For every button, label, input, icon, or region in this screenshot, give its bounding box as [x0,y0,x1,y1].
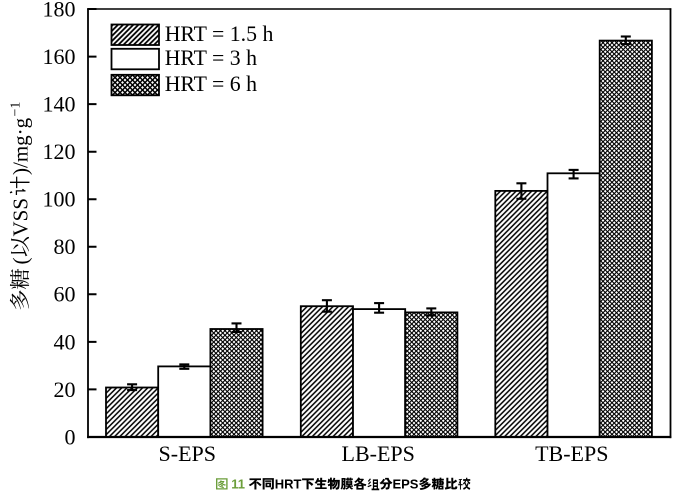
svg-text:40: 40 [54,329,76,354]
svg-text:140: 140 [43,92,76,117]
svg-text:100: 100 [43,187,76,212]
svg-text:)/mg·g: )/mg·g [9,117,33,175]
svg-text:HRT = 3 h: HRT = 3 h [165,46,257,70]
svg-text:HRT = 6 h: HRT = 6 h [165,72,257,96]
svg-text:80: 80 [54,234,76,259]
svg-text:−1: −1 [9,102,24,117]
svg-text:VSS: VSS [9,198,33,237]
svg-text:120: 120 [43,139,76,164]
svg-text:TB-EPS: TB-EPS [535,441,608,466]
svg-text:20: 20 [54,377,76,402]
svg-text:0: 0 [65,424,76,449]
svg-text:HRT: HRT [275,477,302,492]
svg-text:180: 180 [43,0,76,21]
svg-text:11: 11 [231,477,245,492]
svg-text:EPS: EPS [392,477,418,492]
svg-text:LB-EPS: LB-EPS [342,441,415,466]
svg-text:60: 60 [54,282,76,307]
svg-text:S-EPS: S-EPS [159,441,216,466]
svg-text:HRT = 1.5 h: HRT = 1.5 h [165,22,274,46]
svg-text:160: 160 [43,44,76,69]
svg-text:(: ( [9,258,33,265]
